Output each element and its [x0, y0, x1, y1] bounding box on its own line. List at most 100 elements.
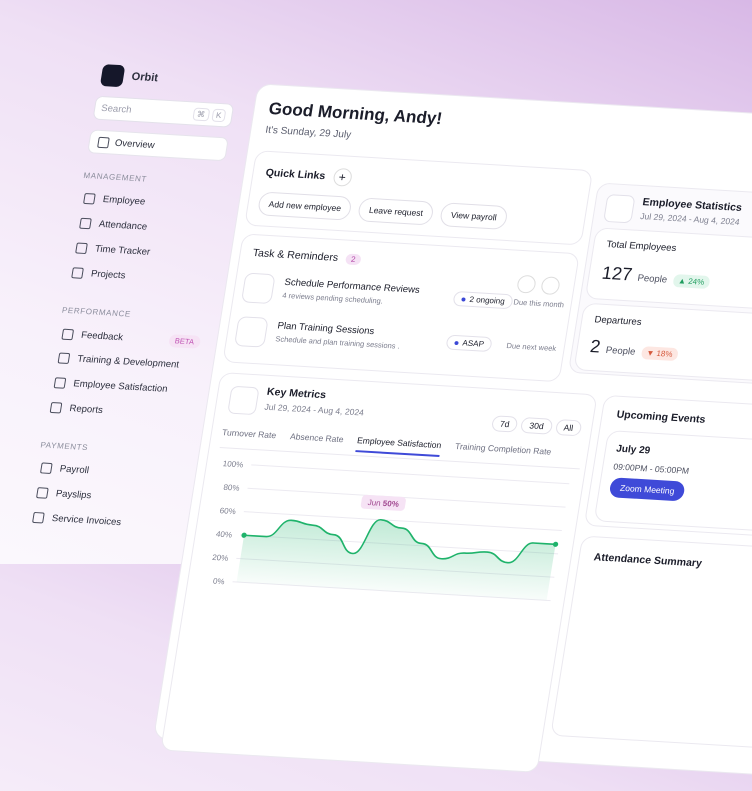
- icon: [57, 352, 71, 365]
- status-text: 2 ongoing: [468, 294, 506, 306]
- line: [243, 518, 556, 564]
- card-title: Upcoming Events: [615, 408, 707, 426]
- icon: [49, 401, 63, 414]
- icon: [603, 194, 636, 224]
- status-pill: 2 ongoing: [452, 290, 514, 310]
- add-button[interactable]: +: [331, 167, 353, 187]
- quick-link[interactable]: Leave request: [357, 197, 435, 226]
- annotation-box: [360, 494, 406, 511]
- icon: [39, 462, 53, 474]
- task-item: Plan Training Sessions Schedule and plan …: [233, 314, 559, 369]
- quick-link[interactable]: View payroll: [439, 202, 509, 230]
- stat-label: Departures: [593, 314, 643, 328]
- card-title: Attendance Summary: [592, 551, 703, 570]
- nav-item[interactable]: Projects: [71, 267, 126, 281]
- annotation: Jun 50%: [367, 498, 400, 509]
- icon: [97, 136, 110, 148]
- icon: [32, 511, 45, 524]
- quick-links-card: Quick Links + Add new employee Leave req…: [244, 150, 594, 246]
- nav-label: Training & Development: [76, 353, 180, 371]
- nav-label: Payslips: [54, 488, 93, 502]
- nav-label: Payroll: [58, 463, 90, 477]
- beta-badge: BETA: [167, 334, 202, 349]
- section-title: PERFORMANCE: [61, 305, 132, 319]
- y-tick-label: 80%: [223, 483, 240, 493]
- nav-item[interactable]: Reports: [49, 401, 104, 416]
- annotation-label: Jun: [367, 498, 381, 508]
- task-subtitle: 4 reviews pending scheduling.: [281, 290, 384, 306]
- search-placeholder: Search: [100, 102, 133, 116]
- period-button[interactable]: 30d: [520, 416, 553, 435]
- date-range: Jul 29, 2024 - Aug 4, 2024: [263, 401, 365, 418]
- end-dot: [552, 541, 559, 547]
- event-button[interactable]: Zoom Meeting: [608, 477, 687, 502]
- stat-value: 2: [588, 336, 602, 357]
- nav-item[interactable]: Feedback BETA: [61, 328, 202, 349]
- y-tick-label: 60%: [219, 506, 236, 516]
- overview-label: Overview: [114, 137, 156, 151]
- metric-tab[interactable]: Turnover Rate: [221, 427, 277, 441]
- icon: [75, 242, 88, 255]
- nav-item[interactable]: Employee: [83, 192, 147, 208]
- nav-label: Employee: [102, 194, 147, 208]
- nav-item[interactable]: Payslips: [35, 487, 93, 502]
- task-count: 2: [345, 253, 362, 265]
- icon: [71, 267, 84, 279]
- card-title: Task & Reminders: [251, 247, 340, 264]
- nav-label: Service Invoices: [51, 513, 122, 529]
- annotation-value: 50%: [382, 499, 399, 509]
- nav-item[interactable]: Training & Development: [57, 352, 180, 371]
- stat-unit: People: [636, 272, 668, 286]
- y-tick-label: 0%: [212, 577, 225, 587]
- stat-card: Departures 2 People ▼ 18%: [573, 302, 752, 390]
- chart: 0% 20% 40% 60% 80% 100% Jun 50%: [212, 459, 570, 602]
- event-item: July 29 09:00PM - 05:00PM Zoom Meeting: [593, 430, 752, 538]
- due-text: Due next week: [505, 341, 557, 353]
- icon: [227, 385, 260, 416]
- task-subtitle: Schedule and plan training sessions .: [274, 334, 401, 351]
- nav-item[interactable]: Time Tracker: [75, 242, 151, 258]
- quick-link[interactable]: Add new employee: [256, 191, 353, 221]
- status-dot: [461, 296, 466, 302]
- icon: [61, 328, 75, 341]
- nav-item[interactable]: Service Invoices: [32, 511, 122, 529]
- change-value: 24%: [687, 276, 705, 287]
- metric-tab[interactable]: Employee Satisfaction: [355, 435, 443, 458]
- nav-item[interactable]: Attendance: [79, 217, 148, 233]
- date-range: Jul 29, 2024 - Aug 4, 2024: [639, 211, 741, 227]
- grid-line: [251, 464, 570, 485]
- nav-item[interactable]: Payroll: [39, 462, 90, 477]
- metric-tab[interactable]: Training Completion Rate: [454, 441, 553, 457]
- overview-link[interactable]: Overview: [87, 129, 229, 162]
- y-tick-label: 100%: [222, 459, 244, 469]
- event-time: 09:00PM - 05:00PM: [612, 461, 690, 476]
- period-button[interactable]: All: [554, 419, 583, 437]
- icon: [233, 316, 269, 348]
- nav-label: Projects: [90, 268, 127, 282]
- nav-label: Reports: [68, 403, 104, 416]
- key-metrics-card: Key Metrics Jul 29, 2024 - Aug 4, 2024 7…: [160, 372, 598, 773]
- greeting: Good Morning, Andy!: [267, 99, 444, 129]
- icon: [83, 192, 96, 205]
- change-value: 18%: [655, 348, 674, 359]
- nav-label: Time Tracker: [94, 243, 151, 258]
- search-box[interactable]: Search ⌘ K: [92, 95, 235, 128]
- y-tick-label: 20%: [212, 553, 229, 563]
- icon: [35, 487, 49, 499]
- brand-name: Orbit: [130, 70, 159, 85]
- nav-item[interactable]: Employee Satisfaction: [53, 377, 168, 395]
- period-button[interactable]: 7d: [490, 415, 519, 433]
- nav-label: Feedback: [80, 329, 124, 344]
- y-tick-label: 40%: [215, 530, 232, 540]
- dashboard: Orbit Search ⌘ K Overview MANAGEMENT Employ…: [0, 60, 752, 780]
- section-title: MANAGEMENT: [82, 170, 148, 184]
- end-dot: [241, 532, 247, 538]
- kbd: ⌘: [192, 106, 211, 121]
- kbd: K: [211, 108, 227, 122]
- card-title: Quick Links: [264, 166, 327, 183]
- card-title: Key Metrics: [266, 385, 327, 402]
- metric-tab[interactable]: Absence Rate: [289, 431, 345, 445]
- attendance-card: Attendance Summary: [550, 535, 752, 753]
- status-dot: [454, 340, 459, 345]
- brand: Orbit: [99, 64, 160, 89]
